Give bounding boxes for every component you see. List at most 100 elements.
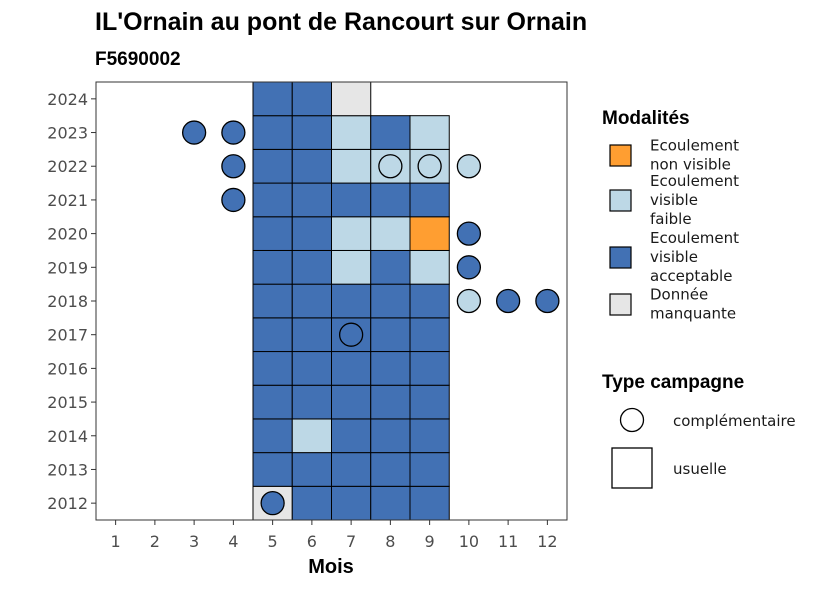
legend-label-manquante: manquante [650, 305, 736, 323]
legend-label-acceptable: visible [650, 248, 698, 266]
point-complementaire [417, 154, 442, 179]
y-tick-label: 2022 [47, 157, 88, 176]
tile-usuelle [291, 249, 332, 285]
tile-usuelle [331, 485, 372, 521]
tile-usuelle [331, 81, 372, 117]
tile-usuelle [409, 283, 450, 319]
plot-area [181, 81, 560, 521]
point-complementaire [221, 154, 246, 179]
tile-usuelle [331, 283, 372, 319]
legend-key-usuelle [611, 447, 653, 489]
tile-usuelle [331, 115, 372, 150]
tile-usuelle [409, 452, 450, 487]
tile-usuelle [252, 81, 293, 117]
legend-label-usuelle: usuelle [673, 460, 727, 478]
legend-key-complementaire [619, 407, 645, 433]
tile-usuelle [409, 216, 450, 251]
x-tick-label: 1 [111, 532, 121, 551]
tile-usuelle [409, 182, 450, 218]
tile-usuelle [252, 216, 293, 251]
tile-usuelle [370, 182, 411, 218]
x-tick-label: 12 [537, 532, 557, 551]
tile-usuelle [291, 115, 332, 150]
tile-usuelle [370, 384, 411, 420]
point-complementaire [456, 255, 482, 280]
chart-subtitle: F5690002 [95, 49, 181, 70]
tile-usuelle [370, 418, 411, 454]
x-tick-label: 6 [307, 532, 317, 551]
tile-usuelle [291, 81, 332, 117]
legend-label-non_visible: non visible [650, 156, 731, 174]
legend-key-non_visible [609, 144, 632, 167]
tile-usuelle [291, 283, 332, 319]
tile-usuelle [252, 249, 293, 285]
tile-usuelle [291, 452, 332, 487]
legend-label-acceptable: Ecoulement [650, 229, 739, 247]
y-tick-label: 2021 [47, 191, 88, 210]
point-complementaire [221, 120, 246, 145]
legend-key-acceptable [609, 246, 632, 269]
legend-label-manquante: Donnée [650, 286, 708, 304]
tile-usuelle [252, 182, 293, 218]
y-tick-label: 2013 [47, 460, 88, 479]
y-tick-label: 2015 [47, 393, 88, 412]
tile-usuelle [409, 115, 450, 150]
tile-usuelle [252, 452, 293, 487]
tile-usuelle [331, 148, 372, 184]
tile-usuelle [370, 452, 411, 487]
tile-usuelle [252, 317, 293, 353]
tile-usuelle [370, 317, 411, 353]
x-axis-label: Mois [308, 556, 354, 578]
point-complementaire [456, 221, 482, 246]
tile-usuelle [331, 452, 372, 487]
legend-label-faible: faible [650, 210, 692, 228]
tile-usuelle [291, 351, 332, 386]
tile-usuelle [291, 216, 332, 251]
tile-usuelle [331, 418, 372, 454]
y-tick-label: 2012 [47, 494, 88, 513]
axes: 2012 2013 2014 2015 2016 2017 2018 2019 2020 2021… [47, 81, 568, 551]
point-complementaire [181, 120, 207, 145]
point-complementaire [456, 154, 482, 179]
tile-usuelle [331, 216, 372, 251]
point-complementaire [260, 491, 285, 516]
y-tick-label: 2014 [47, 427, 88, 446]
tile-usuelle [291, 148, 332, 184]
tile-usuelle [291, 485, 332, 521]
tile-usuelle [409, 485, 450, 521]
legend-label-non_visible: Ecoulement [650, 137, 739, 155]
tile-usuelle [291, 182, 332, 218]
tile-usuelle [252, 351, 293, 386]
x-tick-label: 8 [385, 532, 395, 551]
y-tick-label: 2020 [47, 225, 88, 244]
tile-usuelle [370, 485, 411, 521]
tile-usuelle [370, 351, 411, 386]
x-tick-label: 7 [346, 532, 356, 551]
legend-label-complementaire: complémentaire [673, 412, 796, 430]
point-complementaire [338, 322, 364, 347]
y-tick-label: 2023 [47, 124, 88, 143]
tile-usuelle [409, 249, 450, 285]
y-tick-label: 2017 [47, 326, 88, 345]
y-tick-label: 2018 [47, 292, 88, 311]
x-tick-label: 3 [189, 532, 199, 551]
tile-usuelle [409, 384, 450, 420]
legend-label-faible: visible [650, 191, 698, 209]
y-tick-label: 2019 [47, 258, 88, 277]
point-complementaire [456, 288, 482, 314]
legend-campagne-title: Type campagne [602, 372, 744, 393]
legend-modalites-title: Modalités [602, 108, 690, 129]
tile-usuelle [291, 418, 332, 454]
point-complementaire [378, 154, 403, 179]
y-tick-label: 2024 [47, 90, 88, 109]
x-tick-label: 2 [150, 532, 160, 551]
tile-usuelle [409, 418, 450, 454]
legend-label-faible: Ecoulement [650, 172, 739, 190]
chart-title: IL'Ornain au pont de Rancourt sur Ornain [95, 8, 587, 36]
tile-usuelle [252, 384, 293, 420]
tile-usuelle [291, 384, 332, 420]
point-complementaire [221, 187, 246, 213]
tile-usuelle [370, 249, 411, 285]
